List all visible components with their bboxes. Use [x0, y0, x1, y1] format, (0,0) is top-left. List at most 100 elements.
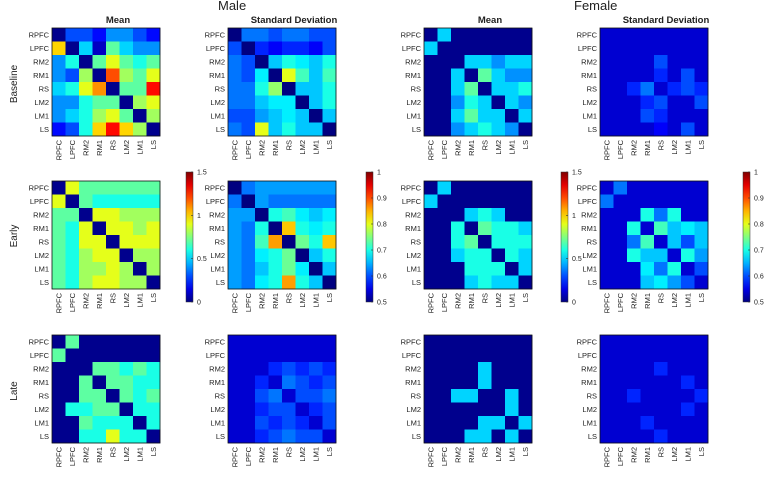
x-tick-label: LS [149, 293, 158, 302]
heatmap-cell [282, 68, 296, 83]
heatmap-cell [79, 109, 93, 123]
heatmap-cell [505, 55, 519, 69]
heatmap-cell [681, 362, 695, 376]
heatmap-cell [282, 28, 296, 42]
heatmap-cell [133, 362, 147, 376]
x-tick-label: RS [284, 447, 293, 457]
y-tick-label: LM1 [582, 264, 597, 273]
heatmap-cell [600, 41, 614, 56]
heatmap-cell [491, 41, 506, 56]
heatmap-cell [309, 28, 323, 42]
heatmap-cell [464, 194, 479, 209]
heatmap-cell [600, 122, 614, 137]
heatmap-cell [133, 82, 147, 96]
y-tick-label: LM1 [582, 111, 597, 120]
heatmap-cell [667, 221, 682, 236]
heatmap-cell [52, 194, 66, 209]
heatmap-cell [241, 275, 256, 290]
y-tick-label: LM1 [34, 418, 49, 427]
heatmap-cell [681, 208, 695, 222]
heatmap-cell [228, 335, 242, 349]
x-tick-label: LPFC [68, 292, 77, 312]
heatmap-cell [478, 429, 492, 444]
heatmap-cell [241, 248, 256, 263]
heatmap-cell [52, 95, 66, 110]
heatmap-cell [654, 235, 668, 249]
colorbar-tick-label: 0.7 [377, 248, 387, 255]
heatmap-cell [451, 41, 465, 56]
heatmap-cell [681, 348, 695, 363]
heatmap-cell [106, 28, 120, 42]
heatmap-cell [295, 335, 310, 349]
heatmap-cell [241, 335, 256, 349]
heatmap-cell [79, 95, 93, 110]
heatmap-cell [464, 181, 479, 195]
heatmap-cell [52, 181, 66, 195]
heatmap-cell [268, 335, 283, 349]
heatmap-cell [491, 181, 506, 195]
y-tick-label: LS [588, 432, 597, 441]
heatmap-cell [52, 235, 66, 249]
heatmap-cell [464, 429, 479, 444]
heatmap-cell [464, 375, 479, 390]
y-tick-label: RM1 [405, 224, 421, 233]
heatmap-cell [600, 402, 614, 417]
colorbar: 0.5 0.6 0.7 0.8 0.9 1 [365, 170, 387, 307]
heatmap-cell [106, 275, 120, 290]
x-tick-label: RS [656, 293, 665, 303]
heatmap-cell [322, 95, 337, 110]
heatmap-cell [65, 429, 80, 444]
x-tick-label: RM1 [271, 140, 280, 156]
heatmap-cell [119, 95, 134, 110]
heatmap-cell [627, 429, 641, 444]
heatmap-cell [119, 275, 134, 290]
y-tick-label: RM1 [33, 71, 49, 80]
heatmap-cell [627, 95, 641, 110]
heatmap-cell [613, 41, 628, 56]
heatmap-cell [627, 122, 641, 137]
heatmap-cell [640, 389, 655, 403]
x-tick-label: LM2 [670, 140, 679, 155]
heatmap-cell [295, 122, 310, 137]
heatmap-cell [52, 122, 66, 137]
heatmap-cell [640, 82, 655, 96]
heatmap-cell [119, 68, 134, 83]
colorbar-tick-label: 1.5 [197, 170, 207, 177]
x-tick-label: RM2 [81, 447, 90, 463]
heatmap-cell [600, 208, 614, 222]
x-tick-label: LM1 [311, 140, 320, 155]
heatmap-cell [65, 235, 80, 249]
heatmap-cell [79, 122, 93, 137]
heatmap-cell [295, 235, 310, 249]
heatmap-cell [228, 235, 242, 249]
heatmap-cell [667, 82, 682, 96]
heatmap-cell [322, 248, 337, 263]
heatmap-cell [694, 375, 709, 390]
y-tick-label: LM2 [406, 251, 421, 260]
heatmap-cell [119, 208, 134, 222]
x-tick-label: LS [149, 447, 158, 456]
heatmap-cell [309, 429, 323, 444]
heatmap-cell [295, 41, 310, 56]
panel-frame [227, 27, 337, 137]
y-tick-label: LPFC [402, 197, 422, 206]
panel-frame [423, 27, 533, 137]
heatmap-cell [654, 208, 668, 222]
heatmap-cell [694, 122, 709, 137]
heatmap-cell [640, 41, 655, 56]
x-tick-label: RM1 [643, 293, 652, 309]
heatmap-cell [282, 348, 296, 363]
heatmap-cell [613, 235, 628, 249]
heatmap-cell [627, 362, 641, 376]
heatmap-cell [613, 362, 628, 376]
x-tick-label: RS [284, 293, 293, 303]
heatmap-cell [282, 429, 296, 444]
heatmap-cell [295, 95, 310, 110]
heatmap-panel: RPFC RPFC LPFC LPFC RM2 RM2 RM1 RM1 RS RS LM2 LM2 LM… [577, 27, 709, 160]
heatmap-cell [268, 41, 283, 56]
heatmap-cell [92, 348, 107, 363]
heatmap-cell [518, 275, 533, 290]
heatmap-cell [627, 41, 641, 56]
heatmap-cell [505, 41, 519, 56]
heatmap-cell [295, 221, 310, 236]
